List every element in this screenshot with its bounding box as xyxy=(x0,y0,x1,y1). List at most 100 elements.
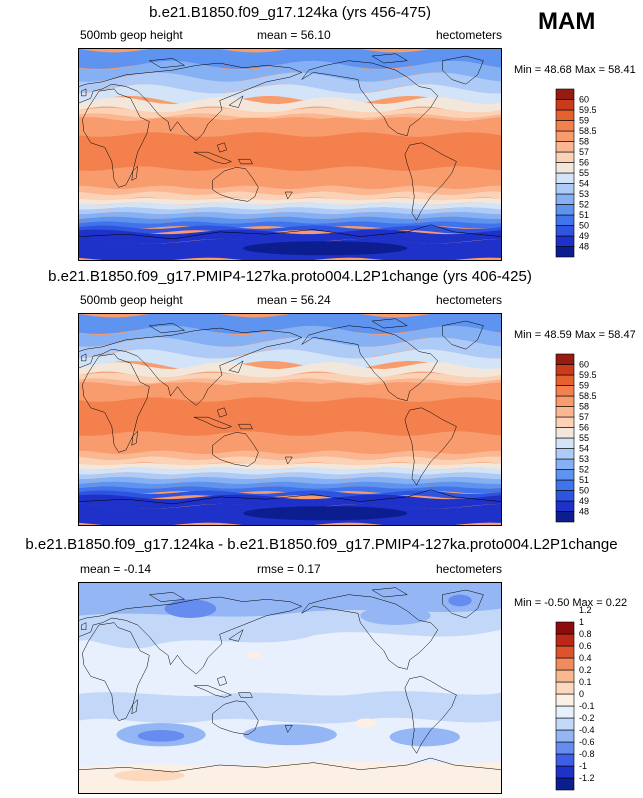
panel-1-map-plot xyxy=(79,49,501,260)
panel-3-minmax-label: Min = -0.50 Max = 0.22 xyxy=(514,597,628,609)
panel-2-mean-label: mean = 56.24 xyxy=(257,293,331,307)
panel-1-coastline xyxy=(372,54,407,63)
panel-3-map-plot xyxy=(79,583,501,793)
panel-1-colorbar-tick-label: 55 xyxy=(579,168,589,178)
panel-3-coastline xyxy=(79,758,501,772)
panel-1-colorbar-box-9 xyxy=(555,151,575,163)
panel-1-colorbar-box-0 xyxy=(555,246,575,258)
panel-1-colorbar-box-14 xyxy=(555,99,575,111)
panel-2-contour-band xyxy=(79,378,501,387)
panel-2-contour-band xyxy=(79,325,501,347)
panel-1-coastline xyxy=(238,159,252,164)
panel-2-coastline xyxy=(149,323,184,332)
panel-3-colorbar-box-1 xyxy=(555,765,575,779)
panel-2-colorbar-tick-label: 51 xyxy=(579,475,589,485)
panel-1-mean-label: mean = 56.10 xyxy=(257,28,331,42)
panel-2-colorbar-box-10 xyxy=(555,406,575,418)
panel-3-contour-region xyxy=(79,761,501,793)
panel-2-colorbar-box-14 xyxy=(555,364,575,376)
panel-3-coastline xyxy=(217,676,226,685)
panel-1-coastline xyxy=(81,89,86,96)
panel-1-colorbar-box-5 xyxy=(555,193,575,205)
panel-2-coastline xyxy=(81,354,86,361)
panel-1-colorbar-tick-label: 50 xyxy=(579,221,589,231)
panel-3-colorbar-tick-label: 0.4 xyxy=(579,653,592,663)
panel-1-coastline xyxy=(217,143,226,152)
panel-3-coastline xyxy=(372,588,407,597)
panel-2-colorbar-tick-label: 48 xyxy=(579,507,589,517)
panel-1-contour-band xyxy=(79,49,501,69)
panel-3-colorbar-tick-label: -0.8 xyxy=(579,749,595,759)
panel-1-coastline xyxy=(79,225,501,239)
panel-2-contour-band xyxy=(79,349,501,371)
panel-1-contour-band xyxy=(79,207,501,215)
panel-2-units-label: hectometers xyxy=(436,293,503,307)
panel-1-contour-band xyxy=(79,72,501,94)
panel-2-coastline xyxy=(372,319,407,328)
panel-1-contour-band xyxy=(79,132,501,171)
panel-3-colorbar-tick-label: -0.1 xyxy=(579,701,595,711)
panel-3-coastline xyxy=(149,592,184,601)
panel-1-contour-band xyxy=(79,107,501,119)
panel-1-coastline xyxy=(405,143,457,220)
panel-2-coastline xyxy=(79,328,302,405)
panel-2-colorbar-box-2 xyxy=(555,490,575,502)
panel-1-colorbar-box-6 xyxy=(555,183,575,195)
panel-2-coastline xyxy=(79,490,501,504)
panel-3-contour-region xyxy=(137,730,185,742)
panel-2-contour-band xyxy=(79,337,501,359)
panel-3-colorbar-tick-label: 1.2 xyxy=(579,605,592,615)
panel-1-colorbar-tick-label: 58.5 xyxy=(579,126,597,136)
panel-1-contour-band xyxy=(79,216,501,224)
panel-2-contour-band xyxy=(79,372,501,384)
panel-2-colorbar-box-5 xyxy=(555,458,575,470)
panel-3-contour-region xyxy=(247,651,262,659)
panel-1-colorbar-tick-label: 58 xyxy=(579,137,589,147)
panel-3-colorbar-tick-label: -1 xyxy=(579,761,587,771)
panel-2-coastline xyxy=(213,432,259,466)
panel-3-colorbar-box-3 xyxy=(555,741,575,755)
panel-2-contour-band xyxy=(79,314,501,334)
panel-3-colorbar-tick-label: -0.6 xyxy=(579,737,595,747)
panel-2-colorbar-box-11 xyxy=(555,395,575,407)
panel-1-coastline xyxy=(442,56,483,84)
panel-2-coastline xyxy=(217,408,226,417)
panel-1-contour-band xyxy=(79,225,501,234)
panel-1-colorbar-box-13 xyxy=(555,109,575,121)
panel-2-colorbar-tick-label: 57 xyxy=(579,412,589,422)
panel-3-mean-label: mean = -0.14 xyxy=(80,562,152,576)
panel-3-colorbar-box-0 xyxy=(555,777,575,791)
panel-1-contour-band xyxy=(79,97,501,114)
panel-3-coastline xyxy=(132,700,138,714)
panel-1-contour-band xyxy=(79,197,501,205)
panel-2-colorbar-box-8 xyxy=(555,427,575,439)
panel-3-colorbar-box-9 xyxy=(555,669,575,683)
panel-1-contour-band xyxy=(243,241,408,256)
panel-3-colorbar-box-6 xyxy=(555,705,575,719)
panel-1-colorbar-box-2 xyxy=(555,225,575,237)
panel-3-rmse-label: rmse = 0.17 xyxy=(257,562,321,576)
panel-2-colorbar-box-3 xyxy=(555,479,575,491)
panel-1-colorbar-tick-label: 49 xyxy=(579,231,589,241)
panel-1-colorbar-box-11 xyxy=(555,130,575,142)
panel-1-colorbar-box-12 xyxy=(555,120,575,132)
panel-2-colorbar-tick-label: 54 xyxy=(579,444,589,454)
panel-1-contour-band xyxy=(79,185,501,195)
panel-3-units-label: hectometers xyxy=(436,562,503,576)
panel-2-coastline xyxy=(83,354,150,452)
panel-3-coastline xyxy=(238,693,252,698)
panel-1-colorbar-tick-label: 51 xyxy=(579,210,589,220)
panel-1-coastline xyxy=(149,58,184,67)
panel-3-colorbar-box-4 xyxy=(555,729,575,743)
panel-2-contour-band xyxy=(243,506,408,521)
panel-2-contour-band xyxy=(79,450,501,460)
panel-3-coastline xyxy=(442,590,483,618)
panel-3-coastline xyxy=(405,676,457,753)
panel-1-coastline xyxy=(285,192,292,199)
panel-1-colorbar-box-7 xyxy=(555,172,575,184)
panel-1-coastline xyxy=(229,96,243,108)
panel-2-contour-band xyxy=(79,481,501,489)
panel-2-variable-label: 500mb geop height xyxy=(80,293,183,307)
panel-2-colorbar-tick-label: 59 xyxy=(579,381,589,391)
